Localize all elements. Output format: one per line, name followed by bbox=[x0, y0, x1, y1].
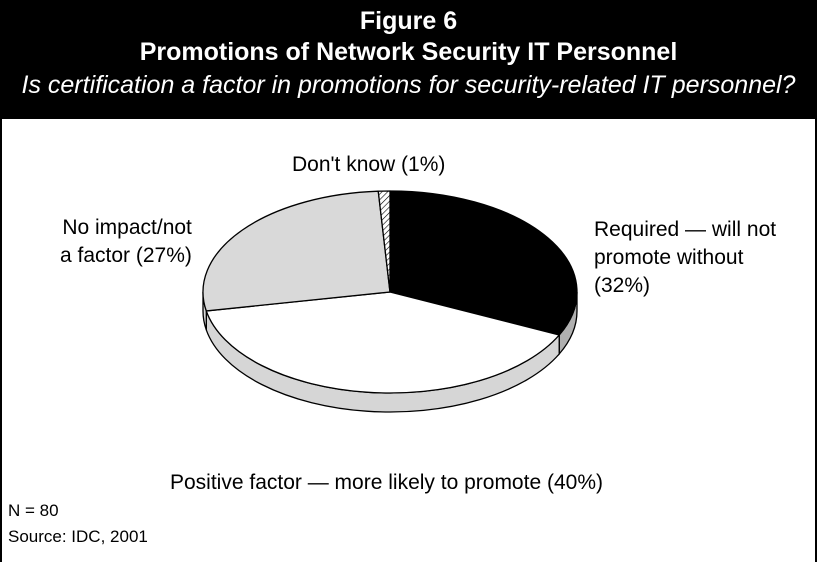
label-line: Positive factor — more likely to promote… bbox=[170, 471, 603, 494]
pie-slice-required bbox=[389, 190, 578, 336]
label-line: Required — will not bbox=[594, 218, 777, 241]
sample-size-note: N = 80 bbox=[8, 501, 59, 520]
slice-label-required: Required — will not promote without (32%… bbox=[594, 216, 776, 300]
label-line: Don't know (1%) bbox=[292, 153, 446, 176]
pie-slice-dont-know bbox=[377, 190, 391, 293]
figure-number: Figure 6 bbox=[359, 7, 458, 35]
label-line: No impact/not bbox=[62, 216, 192, 239]
pie-slice-no-impact bbox=[202, 190, 391, 312]
slice-label-no-impact: No impact/not a factor (27%) bbox=[60, 214, 192, 270]
label-line: a factor (27%) bbox=[60, 244, 192, 267]
slice-label-dont-know: Don't know (1%) bbox=[292, 151, 445, 179]
label-line: (32%) bbox=[594, 274, 651, 297]
chart-subtitle: Is certification a factor in promotions … bbox=[21, 71, 796, 99]
figure-header: Figure 6 Promotions of Network Security … bbox=[2, 0, 815, 119]
pie-slice-positive bbox=[205, 291, 560, 394]
slice-label-positive: Positive factor — more likely to promote… bbox=[170, 469, 603, 497]
label-line: promote without bbox=[594, 246, 744, 269]
chart-title: Promotions of Network Security IT Person… bbox=[139, 38, 678, 66]
source-note: Source: IDC, 2001 bbox=[8, 527, 148, 546]
